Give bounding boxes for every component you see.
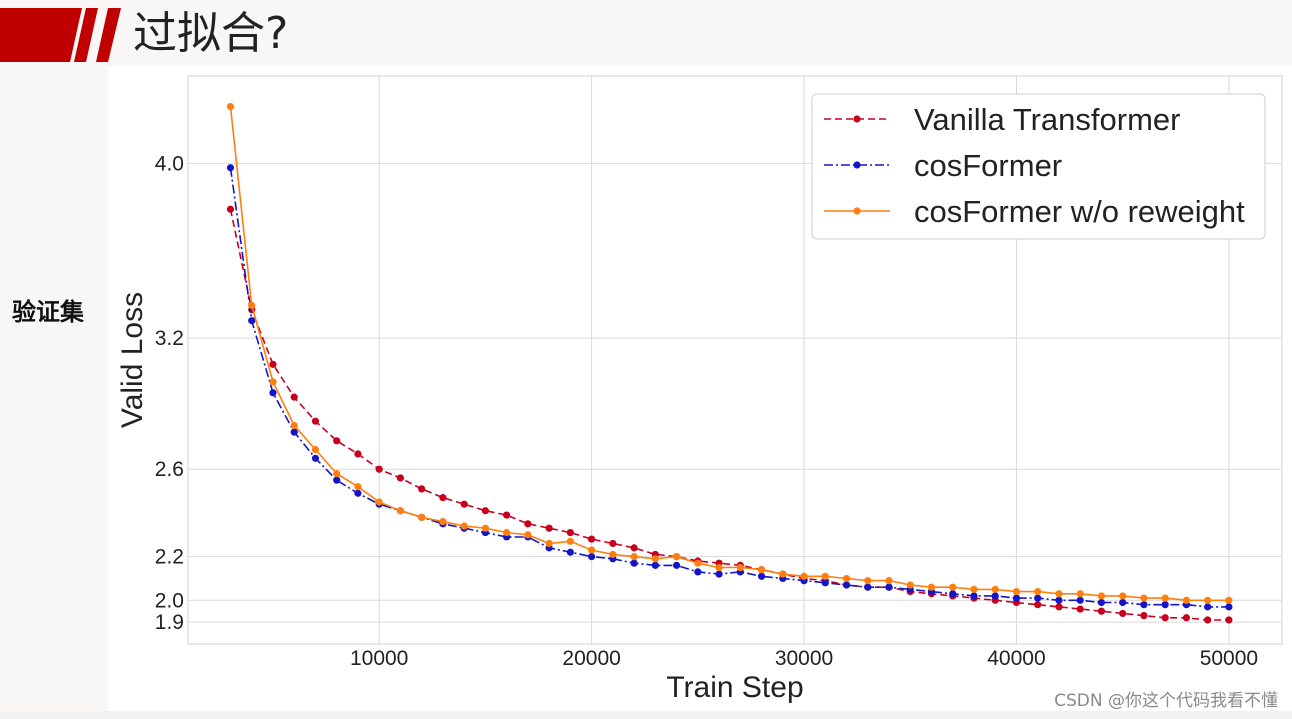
logo-stripe-2 (96, 8, 121, 62)
slide-header (0, 0, 1292, 66)
watermark: CSDN @你这个代码我看不懂 (1054, 691, 1278, 711)
slide-title: 过拟合? (133, 8, 289, 59)
logo-stripes (0, 8, 121, 62)
logo-stripe-bar (0, 8, 82, 62)
side-label: 验证集 (12, 298, 84, 326)
chart-area (108, 66, 1292, 711)
logo-stripe-1 (74, 8, 98, 62)
bottom-band (0, 711, 1292, 719)
side-panel (0, 66, 108, 719)
